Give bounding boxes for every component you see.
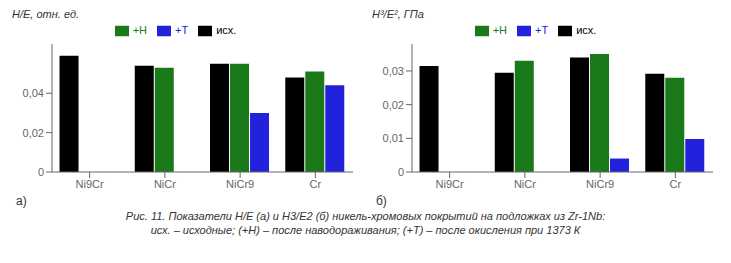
svg-text:0,03: 0,03 bbox=[383, 65, 404, 77]
svg-text:NiCr: NiCr bbox=[514, 178, 536, 190]
svg-text:Ni9Cr: Ni9Cr bbox=[76, 178, 104, 190]
html-text:H³/E², ГПа: H³/E², ГПа bbox=[372, 8, 424, 20]
svg-text:0: 0 bbox=[398, 166, 404, 178]
svg-text:Cr: Cr bbox=[310, 178, 322, 190]
svg-text:NiCr: NiCr bbox=[154, 178, 176, 190]
html-text:Рис. 11. Показатели H/E (а) и: Рис. 11. Показатели H/E (а) и H3/E2 (б) … bbox=[125, 210, 606, 222]
html-text:исх.: исх. bbox=[216, 24, 237, 36]
html-text:+Т: +Т bbox=[535, 24, 549, 36]
html-text:исх.: исх. bbox=[576, 24, 597, 36]
svg-text:NiCr9: NiCr9 bbox=[586, 178, 614, 190]
html-text:+Т: +Т bbox=[175, 24, 189, 36]
html-text:б): б) bbox=[376, 194, 387, 208]
html-text:H/E, отн. ед.: H/E, отн. ед. bbox=[12, 8, 79, 20]
svg-text:0,02: 0,02 bbox=[23, 127, 44, 139]
svg-text:0,01: 0,01 bbox=[383, 132, 404, 144]
html-text:исх. – исходные; (+Н) – после: исх. – исходные; (+Н) – после наводоражи… bbox=[150, 224, 581, 236]
svg-text:Ni9Cr: Ni9Cr bbox=[436, 178, 464, 190]
svg-text:0,02: 0,02 bbox=[383, 99, 404, 111]
svg-text:0: 0 bbox=[38, 166, 44, 178]
html-text:а): а) bbox=[16, 194, 27, 208]
html-text:+Н: +Н bbox=[492, 24, 507, 36]
html-text:+Н: +Н bbox=[132, 24, 147, 36]
svg-text:0,04: 0,04 bbox=[23, 87, 44, 99]
svg-text:NiCr9: NiCr9 bbox=[226, 178, 254, 190]
svg-text:Cr: Cr bbox=[670, 178, 682, 190]
